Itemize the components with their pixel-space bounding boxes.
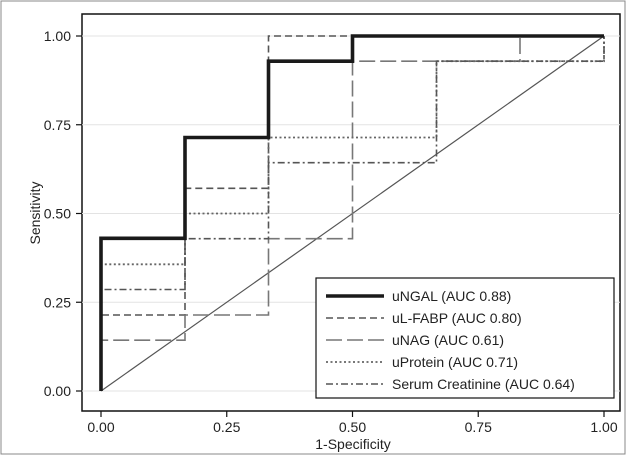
- series-line-0: [99, 34, 604, 391]
- series-line-3: [100, 36, 605, 391]
- x-tick-label-2: 0.50: [339, 419, 366, 435]
- legend-box: [315, 277, 615, 399]
- x-axis-title: 1-Specificity: [315, 436, 390, 452]
- legend-label-2: uNAG (AUC 0.61): [392, 332, 504, 348]
- roc-curves: [99, 34, 605, 391]
- axes: [76, 35, 605, 417]
- legend-label-1: uL-FABP (AUC 0.80): [392, 310, 522, 326]
- x-tick-label-0: 0.00: [87, 419, 114, 435]
- y-tick-label-0: 0.00: [44, 383, 71, 399]
- y-tick-label-1: 0.25: [44, 294, 71, 310]
- y-tick-label-2: 0.50: [44, 206, 71, 222]
- x-tick-label-3: 0.75: [465, 419, 492, 435]
- x-tick-label-1: 0.25: [213, 419, 240, 435]
- x-tick-label-4: 1.00: [590, 419, 617, 435]
- legend-label-0: uNGAL (AUC 0.88): [392, 288, 511, 304]
- y-axis-title: Sensitivity: [27, 181, 43, 244]
- tick-labels: 0.00 0.25 0.50 0.75 1.00 0.00 0.25 0.50 0.75 1.00: [44, 28, 618, 435]
- legend-label-3: uProtein (AUC 0.71): [392, 354, 518, 370]
- legend-label-4: Serum Creatinine (AUC 0.64): [392, 376, 575, 392]
- y-tick-label-4: 1.00: [44, 28, 71, 44]
- y-tick-label-3: 0.75: [44, 117, 71, 133]
- legend: uNGAL (AUC 0.88) uL-FABP (AUC 0.80) uNAG (…: [315, 277, 615, 399]
